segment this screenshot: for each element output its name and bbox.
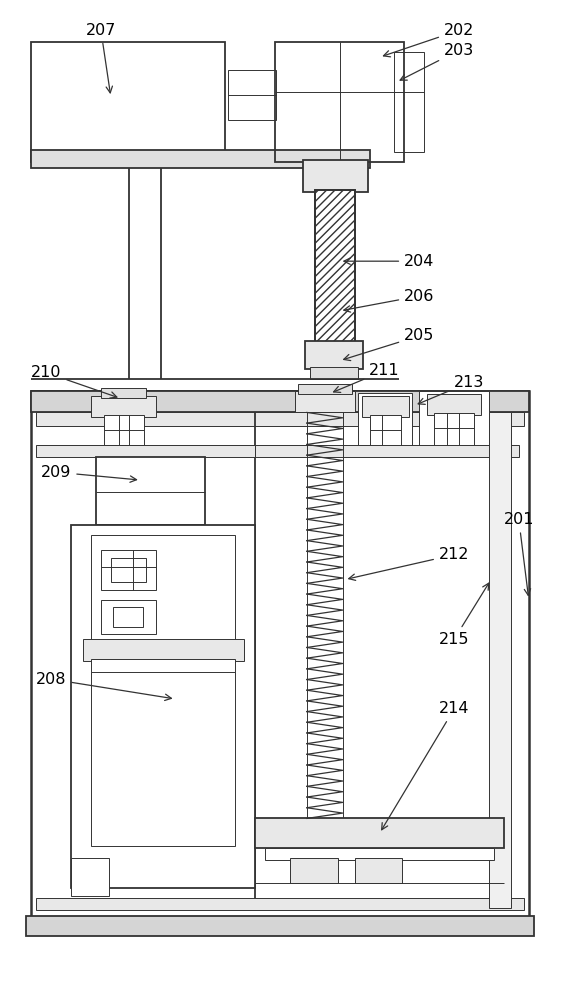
Bar: [358, 393, 412, 447]
Bar: [310, 367, 358, 379]
Text: 205: 205: [343, 328, 435, 361]
Bar: [419, 391, 489, 448]
Bar: [96, 457, 205, 525]
Bar: [255, 445, 519, 457]
Bar: [71, 525, 255, 888]
Bar: [111, 558, 146, 582]
Text: 202: 202: [383, 23, 474, 57]
Bar: [303, 160, 368, 192]
Bar: [427, 394, 481, 415]
Bar: [489, 412, 511, 908]
Bar: [101, 550, 155, 590]
Text: 207: 207: [86, 23, 116, 93]
Bar: [315, 190, 355, 344]
Bar: [31, 42, 225, 162]
Bar: [255, 818, 504, 848]
Text: 203: 203: [400, 43, 474, 80]
Bar: [275, 42, 404, 162]
Bar: [395, 52, 425, 152]
Bar: [355, 858, 403, 883]
Text: 210: 210: [31, 365, 117, 398]
Text: 206: 206: [344, 289, 435, 312]
Bar: [91, 535, 235, 644]
Bar: [434, 413, 474, 451]
Bar: [101, 600, 155, 634]
Bar: [91, 396, 155, 417]
Bar: [305, 341, 363, 369]
Bar: [26, 916, 534, 936]
Text: 201: 201: [503, 512, 534, 595]
Bar: [71, 858, 109, 896]
Bar: [295, 391, 355, 412]
Bar: [104, 415, 144, 445]
Bar: [369, 415, 401, 450]
Bar: [91, 672, 235, 846]
Bar: [31, 391, 529, 412]
Text: 211: 211: [334, 363, 400, 392]
Bar: [31, 150, 369, 168]
Bar: [83, 639, 244, 661]
Text: 208: 208: [36, 672, 171, 700]
Text: 204: 204: [344, 254, 435, 269]
Text: 209: 209: [41, 465, 137, 482]
Bar: [36, 445, 255, 457]
Text: 213: 213: [418, 375, 484, 404]
Bar: [361, 396, 409, 417]
Text: 212: 212: [348, 547, 470, 580]
Bar: [31, 391, 529, 918]
Text: 214: 214: [382, 701, 470, 830]
Text: 215: 215: [439, 583, 489, 647]
Bar: [36, 898, 524, 910]
Bar: [290, 858, 338, 883]
Bar: [101, 388, 146, 398]
Bar: [298, 384, 352, 394]
Bar: [315, 190, 355, 344]
Bar: [36, 412, 524, 426]
Bar: [113, 607, 142, 627]
Bar: [91, 659, 235, 674]
Bar: [265, 848, 494, 860]
Bar: [228, 70, 276, 120]
